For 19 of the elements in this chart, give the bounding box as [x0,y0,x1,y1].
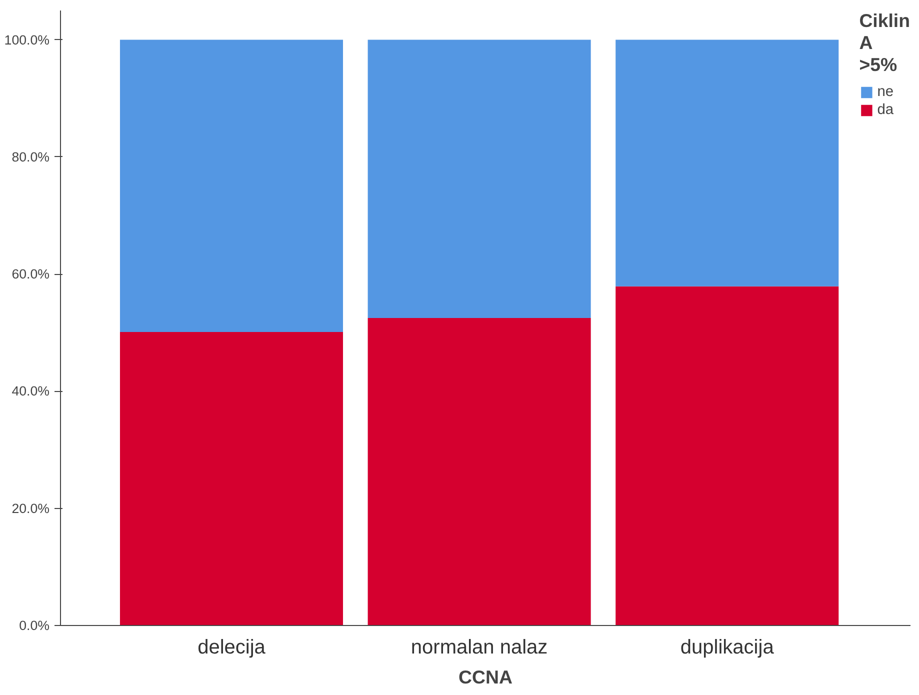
y-tick-label: 20.0% [12,500,50,516]
y-tick-label: 80.0% [12,149,50,164]
x-tick-label: delecija [198,636,266,658]
y-tick-label: 40.0% [12,384,50,399]
x-axis-title: CCNA [458,666,512,688]
bar [616,286,839,626]
x-tick-label: duplikacija [680,636,775,658]
bar [616,40,839,286]
bar [120,40,344,332]
bar [368,40,591,318]
y-tick-label: 100.0% [4,32,50,48]
legend-label: da [877,102,895,118]
x-tick-label: normalan nalaz [410,636,548,658]
bar [368,318,591,626]
y-tick-label: 60.0% [12,266,50,282]
legend-title: Ciklin A >5% [859,10,910,76]
y-tick-label: 0.0% [19,618,50,633]
bar [120,332,344,626]
legend-label: ne [877,84,895,100]
